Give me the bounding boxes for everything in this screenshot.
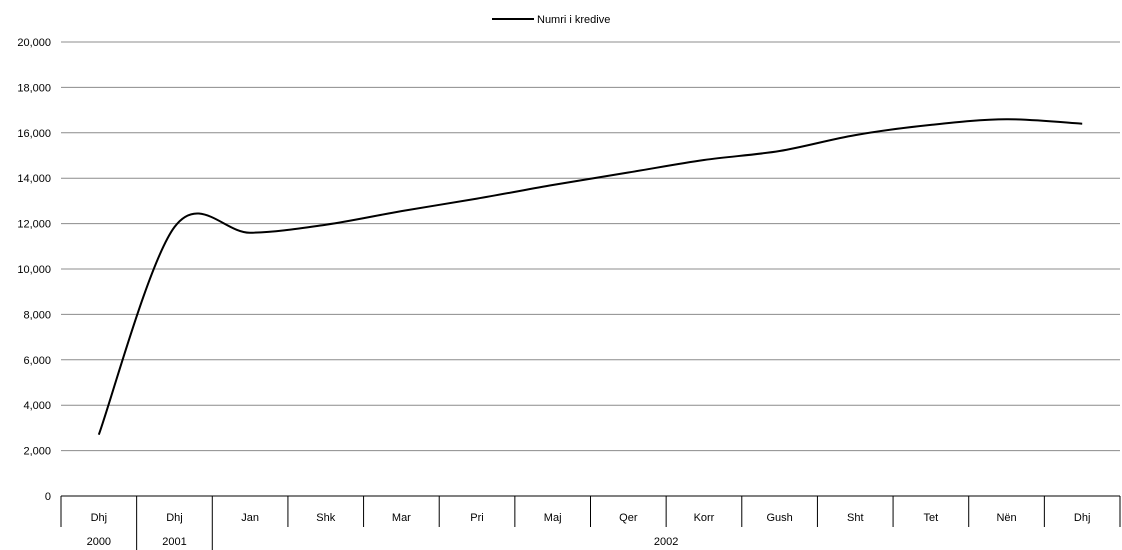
y-tick-label: 14,000 — [17, 173, 51, 185]
x-tick-label: Tet — [924, 512, 939, 524]
series-layer — [97, 118, 1083, 436]
y-tick-label: 0 — [45, 491, 51, 503]
y-tick-label: 12,000 — [17, 219, 51, 231]
year-group-label: 2000 — [87, 536, 111, 548]
y-tick-label: 8,000 — [23, 309, 51, 321]
x-tick-label: Gush — [766, 512, 792, 524]
y-tick-label: 16,000 — [17, 128, 51, 140]
x-tick-label: Sht — [847, 512, 864, 524]
legend-label: Numri i kredive — [537, 14, 610, 26]
y-tick-label: 10,000 — [17, 264, 51, 276]
y-tick-label: 18,000 — [17, 82, 51, 94]
x-tick-label: Nën — [996, 512, 1016, 524]
y-tick-label: 2,000 — [23, 446, 51, 458]
x-tick-label: Dhj — [1074, 512, 1091, 524]
x-tick-label: Shk — [316, 512, 335, 524]
series-line — [97, 118, 1083, 436]
y-tick-label: 20,000 — [17, 37, 51, 49]
x-axis: Dhj Dhj Jan Shk Mar Pri Maj Qer Korr Gush Sht Tet Në… — [60, 496, 1121, 550]
x-tick-label: Dhj — [166, 512, 183, 524]
x-tick-label: Qer — [619, 512, 638, 524]
x-tick-label: Mar — [392, 512, 411, 524]
x-tick-label: Pri — [470, 512, 483, 524]
y-tick-label: 6,000 — [23, 355, 51, 367]
x-tick-label: Maj — [544, 512, 562, 524]
y-tick-label: 4,000 — [23, 400, 51, 412]
x-tick-label: Dhj — [91, 512, 108, 524]
y-axis-ticks: 0 2,000 4,000 6,000 8,000 10,000 12,000 14,000 1… — [17, 37, 51, 503]
legend: Numri i kredive — [492, 14, 610, 26]
x-tick-label: Jan — [241, 512, 259, 524]
gridlines — [61, 41, 1120, 497]
year-group-label: 2001 — [162, 536, 186, 548]
x-tick-label: Korr — [694, 512, 715, 524]
year-group-label: 2002 — [654, 536, 678, 548]
